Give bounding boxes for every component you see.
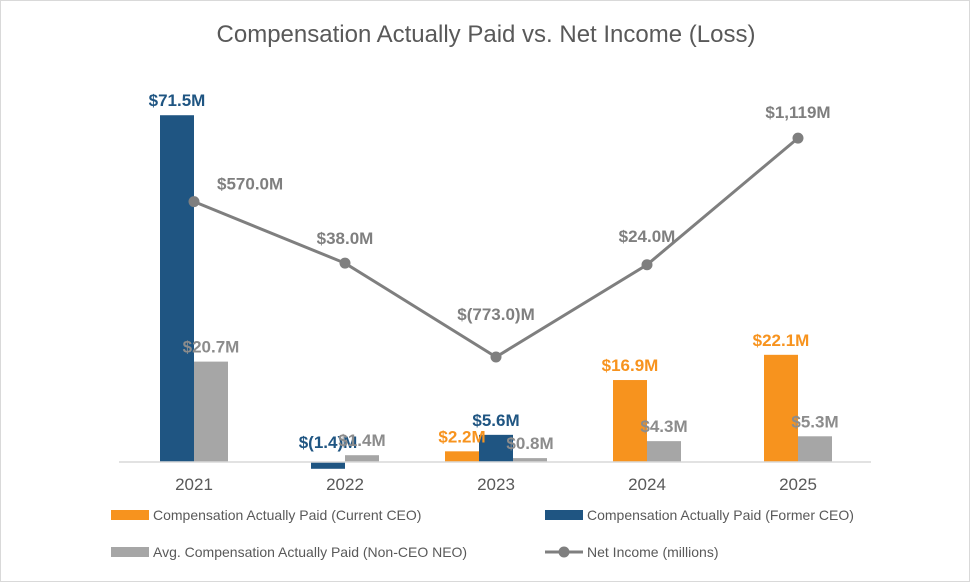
bar-label-2025-series-3: $5.3M (791, 412, 838, 431)
net-income-point-2021 (188, 196, 200, 208)
bar-2021-series-2 (160, 115, 194, 462)
legend-marker-net-income (558, 546, 570, 558)
legend-label-series-1: Compensation Actually Paid (Current CEO) (153, 507, 421, 523)
data-label-layer: $71.5M $20.7M $(1.4)M$1.4M $2.2M$5.6M $0.8M $… (149, 91, 839, 453)
net-income-point-2022 (339, 257, 351, 269)
bar-label-2021-series-2: $71.5M (149, 91, 206, 110)
bar-2023-series-2 (479, 434, 513, 462)
bar-label-2024-series-3: $4.3M (640, 417, 687, 436)
net-income-label-2025: $1,119M (765, 103, 830, 122)
bar-label-2022-series-3: $1.4M (338, 431, 385, 450)
bar-label-2023-series-3: $0.8M (506, 434, 553, 453)
x-tick-2025: 2025 (779, 475, 817, 494)
x-tick-2024: 2024 (628, 475, 666, 494)
bar-2021-series-3 (194, 361, 228, 462)
bar-2022-series-3 (345, 455, 379, 462)
x-tick-2023: 2023 (477, 475, 515, 494)
bar-2025-series-3 (798, 436, 832, 462)
bar-2023-series-1 (445, 451, 479, 462)
net-income-point-2025 (792, 132, 804, 144)
bar-label-2024-series-1: $16.9M (602, 356, 659, 375)
legend-swatch-series-2 (545, 510, 583, 520)
bar-label-2025-series-1: $22.1M (753, 331, 810, 350)
bar-2024-series-3 (647, 441, 681, 462)
bar-label-2023-series-2: $5.6M (472, 411, 519, 430)
net-income-point-2024 (641, 259, 653, 271)
bar-2022-series-2 (311, 462, 345, 469)
x-tick-2021: 2021 (175, 475, 213, 494)
net-income-label-2023: $(773.0)M (457, 305, 534, 324)
net-income-label-2024: $24.0M (619, 227, 676, 246)
legend-swatch-series-1 (111, 510, 149, 520)
legend-swatch-series-3 (111, 547, 149, 557)
x-axis-ticks: 2021 2022 2023 2024 2025 (175, 475, 817, 494)
net-income-point-2023 (490, 351, 502, 363)
net-income-line (193, 136, 799, 359)
chart-title: Compensation Actually Paid vs. Net Incom… (217, 21, 756, 48)
legend: Compensation Actually Paid (Current CEO)… (111, 507, 854, 560)
x-tick-2022: 2022 (326, 475, 364, 494)
bar-label-2023-series-1: $2.2M (438, 427, 485, 446)
net-income-label-2021: $570.0M (217, 175, 283, 194)
net-income-line-layer (188, 132, 804, 363)
net-income-label-2022: $38.0M (317, 229, 374, 248)
legend-label-series-3: Avg. Compensation Actually Paid (Non-CEO… (153, 544, 467, 560)
legend-label-series-2: Compensation Actually Paid (Former CEO) (587, 507, 854, 523)
bar-label-2022-series-2: $(1.4)M (299, 433, 358, 452)
bar-2024-series-1 (613, 380, 647, 462)
bar-2023-series-3 (513, 458, 547, 462)
bar-layer (160, 115, 832, 469)
legend-label-series-4: Net Income (millions) (587, 544, 718, 560)
bar-2025-series-1 (764, 354, 798, 462)
bar-label-2021-series-3: $20.7M (183, 338, 240, 357)
